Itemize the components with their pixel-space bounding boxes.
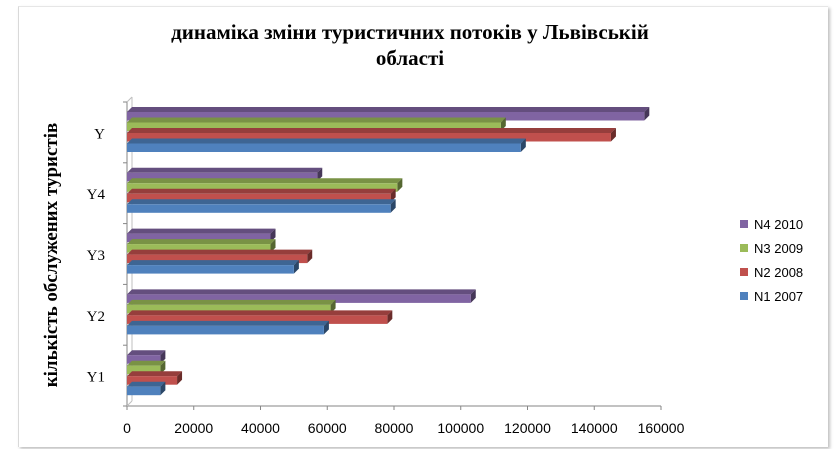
legend-label: N4 2010 bbox=[754, 216, 804, 232]
bar-end-face bbox=[387, 310, 393, 324]
bar-N3-2009-Y bbox=[127, 122, 501, 131]
x-tick-label: 40000 bbox=[241, 420, 280, 436]
bar-N2-2008-Y bbox=[127, 133, 611, 142]
legend-swatch bbox=[740, 268, 748, 276]
x-tick-label: 100000 bbox=[437, 420, 484, 436]
bar-N2-2008-Y4 bbox=[127, 193, 391, 203]
legend-label: N1 2007 bbox=[754, 288, 804, 304]
legend-swatch bbox=[740, 244, 748, 252]
chart-legend: N4 2010 N3 2009 N2 2008 N1 2007 bbox=[740, 212, 803, 308]
bar-N3-2009-Y2 bbox=[127, 304, 331, 314]
bar-end-face bbox=[644, 107, 650, 121]
bar-end-face bbox=[270, 228, 276, 243]
bar-N1-2007-Y3 bbox=[127, 265, 294, 274]
bar-top-face bbox=[127, 199, 396, 205]
bar-top-face bbox=[127, 310, 393, 316]
bar-N4-2010-Y1 bbox=[127, 355, 161, 364]
bar-top-face bbox=[127, 320, 329, 326]
legend-swatch bbox=[740, 220, 748, 228]
legend-label: N2 2008 bbox=[754, 264, 804, 280]
bar-top-face bbox=[127, 107, 650, 112]
bar-N3-2009-Y4 bbox=[127, 183, 398, 192]
bar-end-face bbox=[397, 178, 403, 192]
bar-N4-2010-Y bbox=[127, 112, 645, 121]
bar-top-face bbox=[127, 138, 526, 144]
y-category-label: Y bbox=[94, 126, 105, 142]
bar-top-face bbox=[127, 249, 313, 255]
legend-item: N3 2009 bbox=[740, 236, 803, 260]
bar-N4-2010-Y4 bbox=[127, 172, 318, 182]
bar-end-face bbox=[317, 167, 323, 182]
bar-top-face bbox=[127, 299, 336, 305]
bar-top-face bbox=[127, 239, 276, 245]
bar-end-face bbox=[470, 289, 476, 303]
x-tick-label: 140000 bbox=[571, 420, 618, 436]
x-tick-label: 80000 bbox=[375, 420, 414, 436]
bar-N2-2008-Y1 bbox=[127, 376, 178, 385]
legend-label: N3 2009 bbox=[754, 240, 804, 256]
bar-top-face bbox=[127, 228, 276, 234]
chart-title-line-2: області bbox=[375, 46, 445, 70]
x-tick-label: 20000 bbox=[174, 420, 213, 436]
bar-N1-2007-Y1 bbox=[127, 386, 161, 396]
bar-top-face bbox=[127, 360, 166, 366]
bar-top-face bbox=[127, 117, 506, 123]
bar-end-face bbox=[610, 128, 616, 142]
bar-N1-2007-Y4 bbox=[127, 204, 391, 213]
bar-end-face bbox=[270, 239, 276, 253]
legend-item: N1 2007 bbox=[740, 284, 803, 308]
bar-N4-2010-Y2 bbox=[127, 294, 471, 303]
top-edge bbox=[126, 96, 133, 103]
legend-item: N2 2008 bbox=[740, 260, 803, 284]
x-tick-label: 120000 bbox=[504, 420, 551, 436]
bar-top-face bbox=[127, 178, 403, 184]
y-category-label: Y2 bbox=[87, 309, 105, 325]
bar-top-face bbox=[127, 289, 476, 295]
bar-end-face bbox=[160, 381, 166, 396]
bar-end-face bbox=[307, 249, 313, 264]
legend-swatch bbox=[740, 292, 748, 300]
bar-N1-2007-Y2 bbox=[127, 325, 324, 335]
bar-N4-2010-Y3 bbox=[127, 233, 271, 243]
legend-item: N4 2010 bbox=[740, 212, 803, 236]
bar-top-face bbox=[127, 350, 166, 356]
bar-end-face bbox=[520, 138, 526, 152]
bar-top-face bbox=[127, 381, 166, 387]
chart-title-line-1: динаміка зміни туристичних потоків у Льв… bbox=[171, 20, 649, 44]
bar-end-face bbox=[390, 199, 396, 213]
bar-top-face bbox=[127, 260, 299, 266]
bar-end-face bbox=[160, 360, 166, 375]
bar-end-face bbox=[390, 188, 396, 203]
y-category-label: Y4 bbox=[87, 187, 106, 203]
bar-N2-2008-Y3 bbox=[127, 254, 308, 264]
bar-N3-2009-Y3 bbox=[127, 244, 271, 253]
bar-top-face bbox=[127, 167, 323, 173]
bar-end-face bbox=[160, 350, 166, 364]
bar-top-face bbox=[127, 128, 616, 133]
y-category-label: Y1 bbox=[87, 370, 105, 386]
bar-end-face bbox=[177, 371, 183, 385]
bar-N3-2009-Y1 bbox=[127, 365, 161, 375]
y-category-label: Y3 bbox=[87, 248, 105, 264]
bar-end-face bbox=[323, 320, 329, 335]
bar-top-face bbox=[127, 188, 396, 194]
x-tick-label: 0 bbox=[123, 420, 131, 436]
x-tick-label: 160000 bbox=[638, 420, 685, 436]
bar-top-face bbox=[127, 371, 183, 377]
x-tick-label: 60000 bbox=[308, 420, 347, 436]
bar-end-face bbox=[293, 260, 299, 274]
bar-N2-2008-Y2 bbox=[127, 315, 388, 324]
bar-N1-2007-Y bbox=[127, 143, 521, 152]
floor-edge bbox=[126, 400, 133, 407]
bar-end-face bbox=[330, 299, 336, 314]
bar-end-face bbox=[500, 117, 506, 131]
